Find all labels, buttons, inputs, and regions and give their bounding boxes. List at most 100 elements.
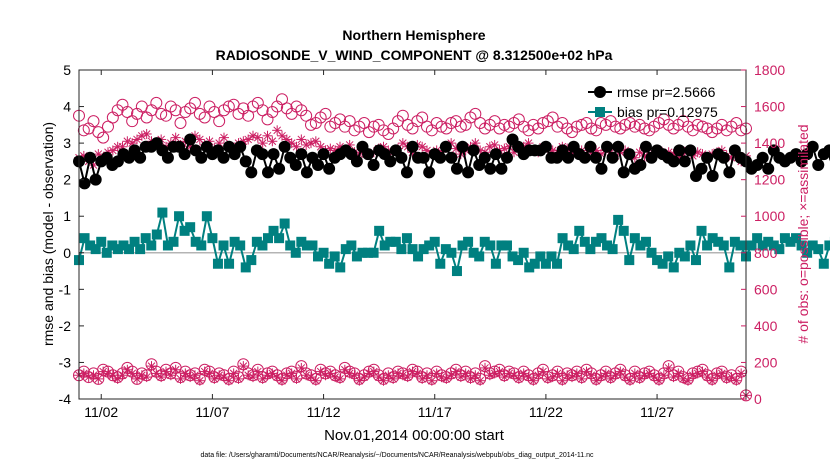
rmse-bias-layer <box>73 133 830 277</box>
obs-assimilated-marker <box>523 372 534 383</box>
rmse-point <box>634 159 647 172</box>
asterisk-stroke <box>239 362 248 370</box>
obs-possible-marker <box>696 120 709 133</box>
bias-point <box>168 236 179 247</box>
asterisk-stroke <box>186 373 195 381</box>
obs-possible-marker <box>537 117 549 130</box>
asterisk-stroke <box>195 376 204 385</box>
obs-assimilated-marker <box>141 372 152 383</box>
rmse-point <box>823 144 830 157</box>
asterisk-stroke <box>302 141 311 149</box>
bias-point <box>196 240 207 251</box>
asterisk-stroke <box>89 371 98 380</box>
bias-point <box>124 244 135 255</box>
rmse-point <box>717 151 730 164</box>
obs-assimilated-marker <box>170 364 181 375</box>
asterisk-stroke <box>485 142 494 151</box>
rmse-point <box>478 151 491 164</box>
bias-point <box>824 240 830 251</box>
bias-point <box>529 258 540 269</box>
rmse-point <box>595 162 608 175</box>
bias-point <box>791 233 802 244</box>
obs-assimilated-marker <box>625 375 635 386</box>
obs-assimilated-marker <box>330 372 341 383</box>
obs-assimilated-marker <box>552 368 563 379</box>
bias-point <box>301 240 312 251</box>
obs-possible-marker <box>454 120 467 133</box>
data-file-footnote: data file: /Users/gharamti/Documents/NCA… <box>200 452 594 459</box>
asterisk-stroke <box>273 373 282 381</box>
obs-possible-marker <box>638 122 651 135</box>
obs-possible-marker <box>585 122 598 135</box>
bias-point <box>151 229 162 240</box>
rmse-point <box>539 140 552 153</box>
bias-point <box>735 240 746 251</box>
bias-point <box>262 233 273 244</box>
obs-possible-marker <box>155 107 168 120</box>
asterisk-stroke <box>485 371 494 380</box>
obs-possible-marker <box>469 107 482 120</box>
legend-bias-marker <box>595 107 605 117</box>
rmse-point <box>350 155 363 168</box>
obs-possible-marker <box>300 109 313 122</box>
rmse-point <box>723 166 736 179</box>
rmse-point <box>467 144 480 157</box>
bias-point <box>757 240 768 251</box>
asterisk-stroke <box>268 369 277 378</box>
bias-point <box>485 240 496 251</box>
legend-rmse-marker <box>594 86 606 98</box>
rmse-point <box>489 148 502 161</box>
obs-possible-marker <box>546 111 559 124</box>
obs-possible-marker <box>319 107 332 120</box>
rmse-point <box>500 151 513 164</box>
obs-assimilated-marker <box>576 373 587 384</box>
bias-point <box>602 240 613 251</box>
bias-point <box>668 262 679 273</box>
bias-point <box>235 240 246 251</box>
asterisk-stroke <box>543 375 552 383</box>
obs-possible-marker <box>198 111 211 124</box>
asterisk-stroke <box>510 371 518 380</box>
bias-point <box>607 244 618 255</box>
asterisk-stroke <box>181 369 190 378</box>
asterisk-stroke <box>220 133 228 142</box>
bias-point <box>613 214 624 225</box>
asterisk-stroke <box>273 126 282 135</box>
asterisk-stroke <box>495 367 504 376</box>
asterisk-stroke <box>94 150 103 158</box>
bias-point <box>540 258 551 269</box>
bias-point <box>729 236 740 247</box>
obs-assimilated-marker <box>252 366 263 377</box>
rmse-point <box>134 151 147 164</box>
rmse-point <box>317 148 330 161</box>
asterisk-stroke <box>693 148 702 157</box>
rmse-point <box>701 151 714 164</box>
y-left-tick-label: -4 <box>59 391 72 407</box>
obs-assimilated-marker <box>557 375 568 386</box>
asterisk-stroke <box>137 131 146 140</box>
rmse-point <box>806 140 819 153</box>
obs-possible-marker <box>609 120 622 133</box>
asterisk-stroke <box>418 142 427 151</box>
obs-assimilated-marker <box>141 128 152 139</box>
bias-point <box>713 236 724 247</box>
rmse-point <box>756 151 769 164</box>
asterisk-stroke <box>456 373 465 381</box>
bias-point <box>785 236 796 247</box>
asterisk-stroke <box>442 375 451 383</box>
rmse-point <box>289 159 302 172</box>
rmse-point <box>384 155 397 168</box>
bias-point <box>251 236 262 247</box>
asterisk-stroke <box>215 371 224 380</box>
obs-possible-marker <box>87 115 100 128</box>
asterisk-stroke <box>113 375 122 383</box>
bias-point <box>107 240 118 251</box>
bias-point <box>396 244 407 255</box>
chart-subtitle: RADIOSONDE_V_WIND_COMPONENT @ 8.312500e+… <box>216 47 613 63</box>
bias-point <box>774 244 785 255</box>
asterisk-stroke <box>210 375 219 383</box>
bias-point <box>763 236 774 247</box>
rmse-point <box>195 151 208 164</box>
rmse-point <box>367 159 380 172</box>
y-right-tick-label: 1400 <box>754 135 785 151</box>
